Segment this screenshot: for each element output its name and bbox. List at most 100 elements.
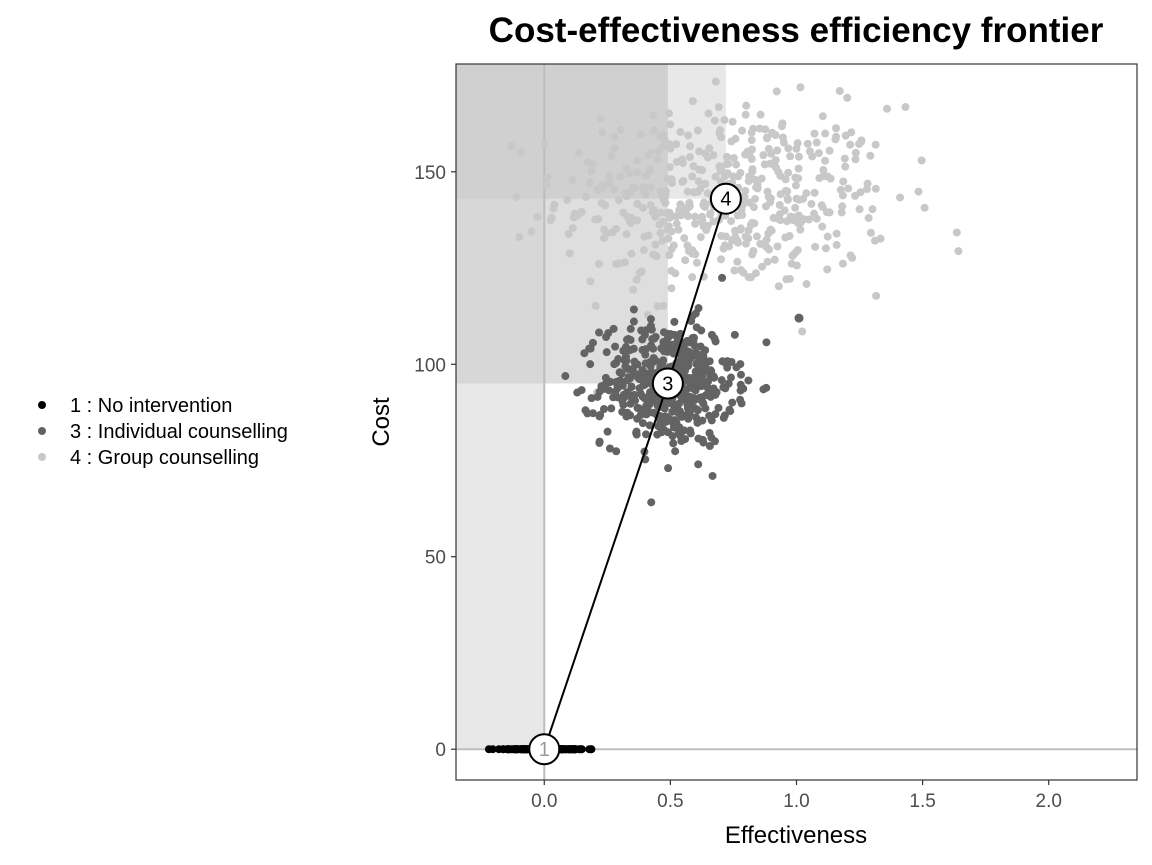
data-point	[626, 218, 635, 227]
data-point	[705, 411, 714, 420]
data-point	[821, 156, 830, 165]
data-point	[778, 133, 787, 142]
data-point	[633, 168, 642, 177]
data-point	[807, 199, 816, 208]
data-point	[718, 273, 727, 282]
data-point	[838, 191, 847, 200]
data-point	[609, 185, 618, 194]
data-point	[714, 403, 723, 412]
data-point	[677, 202, 686, 211]
data-point	[762, 134, 771, 143]
data-point	[736, 370, 745, 379]
data-point	[577, 745, 586, 754]
data-point	[707, 330, 716, 339]
data-point	[577, 207, 586, 216]
data-point	[622, 335, 631, 344]
data-point	[770, 255, 779, 264]
data-point	[662, 417, 671, 426]
data-point	[792, 194, 801, 203]
data-point	[818, 112, 827, 121]
data-point	[766, 159, 775, 168]
legend-label-3: 3 : Individual counselling	[70, 421, 288, 443]
data-point	[724, 379, 733, 388]
data-point	[614, 259, 623, 268]
data-point	[851, 191, 860, 200]
data-point	[598, 128, 607, 137]
data-point	[752, 232, 761, 241]
data-point	[706, 392, 715, 401]
data-point	[583, 409, 592, 418]
data-point	[516, 147, 525, 156]
data-point	[723, 169, 732, 178]
data-point	[756, 239, 765, 248]
data-point	[580, 349, 589, 358]
data-point	[683, 187, 692, 196]
data-point	[703, 189, 712, 198]
data-point	[747, 136, 756, 145]
data-point	[686, 142, 695, 151]
chart-title: Cost-effectiveness efficiency frontier	[489, 11, 1104, 50]
data-point	[627, 394, 636, 403]
frontier-node-circle	[651, 367, 684, 400]
data-point	[709, 217, 718, 226]
data-point	[585, 178, 594, 187]
data-point	[593, 392, 602, 401]
data-point	[701, 202, 710, 211]
legend: 1 : No intervention 3 : Individual couns…	[38, 395, 288, 469]
data-point	[568, 175, 577, 184]
data-point	[648, 335, 657, 344]
data-point	[743, 147, 752, 156]
data-point	[684, 414, 693, 423]
data-point	[609, 324, 618, 333]
frontier-node-label: 1	[539, 739, 550, 761]
data-point	[693, 418, 702, 427]
data-point	[586, 344, 595, 353]
data-point	[814, 149, 823, 158]
data-point	[646, 315, 655, 324]
data-point	[710, 116, 719, 125]
data-point	[692, 258, 701, 267]
data-point	[761, 202, 770, 211]
data-point	[665, 163, 674, 172]
frontier-node-circle	[709, 182, 742, 215]
data-point	[733, 257, 742, 266]
data-point	[741, 239, 750, 248]
data-point	[825, 146, 834, 155]
data-point	[622, 164, 631, 173]
data-point	[727, 217, 736, 226]
data-point	[685, 202, 694, 211]
legend-swatch-1	[38, 401, 46, 409]
data-point	[652, 252, 661, 261]
data-point	[794, 211, 803, 220]
data-point	[664, 109, 673, 118]
data-point	[727, 357, 736, 366]
data-point	[649, 408, 658, 417]
data-point	[866, 228, 875, 237]
data-point	[737, 205, 746, 214]
data-point	[785, 274, 794, 283]
data-point	[653, 430, 662, 439]
data-point	[701, 357, 710, 366]
data-point	[896, 193, 905, 202]
data-point	[681, 208, 690, 217]
data-point	[796, 218, 805, 227]
data-point	[781, 233, 790, 242]
extra-point-0	[794, 313, 804, 323]
data-point	[646, 358, 655, 367]
data-point	[773, 242, 782, 251]
shading-region-4	[456, 64, 668, 199]
data-point	[732, 160, 741, 169]
data-point	[821, 244, 830, 253]
data-point	[610, 360, 619, 369]
data-point	[564, 229, 573, 238]
data-point	[617, 369, 626, 378]
data-point	[633, 414, 642, 423]
data-point	[728, 398, 737, 407]
data-point	[694, 304, 703, 313]
data-point	[799, 194, 808, 203]
data-point	[711, 410, 720, 419]
data-point	[751, 269, 760, 278]
data-point	[533, 212, 542, 221]
data-point	[846, 251, 855, 260]
data-point	[612, 447, 621, 456]
